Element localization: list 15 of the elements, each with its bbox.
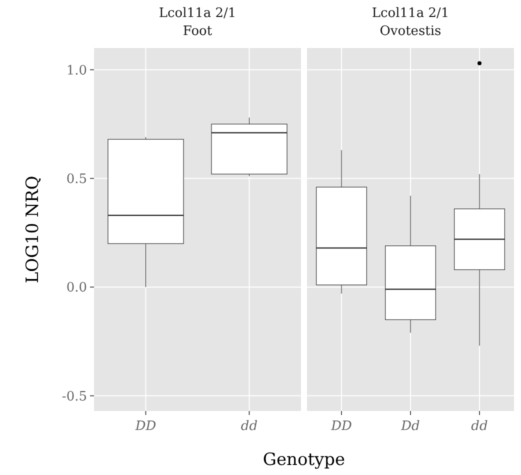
x-tick-label: DD <box>330 419 352 434</box>
y-tick-label: 0.5 <box>66 172 87 187</box>
chart-subtitle: Ovotestis <box>380 24 442 39</box>
y-axis-title: LOG10 NRQ <box>23 176 43 284</box>
x-tick-label: dd <box>471 419 488 434</box>
chart-title: Lcol11a 2/1 <box>158 6 236 21</box>
chart-title: Lcol11a 2/1 <box>372 6 450 21</box>
y-tick-label: 0.0 <box>66 280 87 296</box>
x-tick-label: DD <box>134 419 157 434</box>
x-axis-title: Genotype <box>262 450 346 470</box>
chart-subtitle: Foot <box>182 24 213 39</box>
y-tick-label: 1.0 <box>66 63 87 78</box>
y-tick-label: -0.5 <box>62 389 87 404</box>
x-tick-label: dd <box>240 419 258 434</box>
x-tick-label: Dd <box>400 419 420 434</box>
